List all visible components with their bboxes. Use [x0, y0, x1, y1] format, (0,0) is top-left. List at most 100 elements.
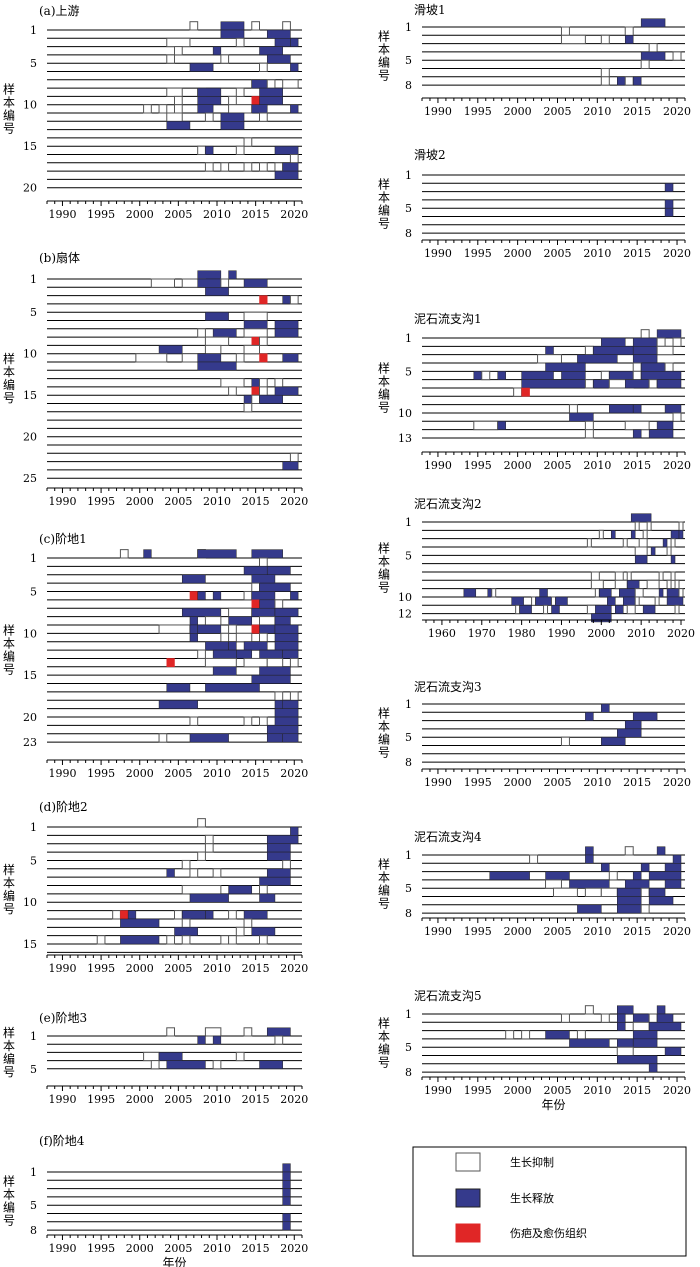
suppression-mark	[543, 604, 549, 615]
y-tick-label: 8	[30, 1224, 37, 1237]
release-mark	[656, 1013, 674, 1023]
release-mark	[624, 379, 650, 389]
y-axis-title: 样本编号	[378, 360, 390, 414]
suppression-mark	[235, 1051, 245, 1062]
suppression-mark	[656, 337, 666, 347]
suppression-mark	[584, 345, 594, 356]
suppression-mark	[174, 95, 183, 106]
suppression-mark	[235, 87, 245, 97]
release-mark	[664, 863, 682, 872]
release-mark	[487, 588, 492, 598]
suppression-mark	[624, 76, 634, 86]
suppression-mark	[289, 154, 299, 164]
y-axis-title: 样本编号	[3, 1174, 15, 1228]
release-mark	[609, 404, 634, 414]
release-mark	[624, 879, 650, 889]
y-tick-label: 1	[405, 332, 412, 345]
release-mark	[197, 1035, 206, 1045]
suppression-mark	[220, 278, 230, 288]
release-mark	[266, 1027, 291, 1037]
suppression-mark	[259, 632, 268, 643]
suppression-mark	[243, 716, 253, 726]
legend-label-injury: 伤疤及愈伤组织	[510, 1226, 587, 1240]
suppression-mark	[584, 429, 594, 439]
suppression-mark	[666, 579, 672, 590]
release-mark	[569, 879, 610, 889]
x-tick-label: 1990	[48, 962, 76, 975]
y-tick-label: 1	[30, 1166, 37, 1179]
suppression-mark	[626, 604, 636, 615]
y-tick-label: 8	[405, 227, 412, 240]
release-mark	[624, 720, 642, 730]
y-tick-label: 5	[30, 854, 37, 867]
release-mark	[189, 624, 198, 634]
release-mark	[189, 733, 229, 743]
suppression-mark	[656, 345, 674, 356]
suppression-mark	[648, 1013, 658, 1023]
release-mark	[601, 863, 610, 872]
x-tick-label: 2000	[587, 627, 615, 640]
suppression-mark	[634, 546, 648, 556]
x-tick-label: 2015	[242, 208, 270, 221]
release-mark	[243, 566, 268, 575]
suppression-mark	[640, 887, 650, 898]
release-mark	[181, 910, 206, 920]
suppression-mark	[212, 1060, 222, 1070]
suppression-mark	[189, 868, 199, 878]
release-mark	[266, 725, 299, 735]
y-axis-title: 样本编号	[378, 1016, 390, 1070]
y-tick-label: 1	[405, 1008, 412, 1021]
suppression-mark	[189, 21, 199, 31]
release-mark	[511, 596, 524, 606]
panel-e: (e)阶地3 样本编号 1 5 1990 1995 2000 2005 2010 2015 2020	[3, 1011, 308, 1106]
release-mark	[473, 371, 483, 380]
release-mark	[519, 605, 532, 614]
suppression-mark	[166, 935, 175, 945]
release-mark	[545, 362, 586, 372]
suppression-mark	[228, 95, 237, 106]
injury-mark	[189, 591, 198, 601]
release-mark	[545, 1030, 570, 1040]
suppression-mark	[624, 420, 650, 431]
suppression-mark	[634, 588, 644, 598]
panel-k: 泥石流支沟3 样本编号 1 5 8 1990 1995 2000 2005 2010 2015 202…	[378, 680, 691, 789]
x-axis-title: 年份	[541, 1098, 565, 1112]
y-tick-label: 8	[405, 756, 412, 769]
x-tick-label: 1990	[48, 1093, 76, 1106]
suppression-mark	[96, 935, 106, 945]
release-mark	[664, 199, 674, 209]
suppression-mark	[197, 818, 206, 828]
release-mark	[607, 596, 616, 606]
legend-swatch-injury	[455, 1223, 481, 1243]
suppression-mark	[235, 926, 245, 937]
x-tick-label: 1995	[87, 1093, 115, 1106]
suppression-mark	[166, 54, 175, 64]
release-mark	[632, 712, 658, 721]
release-mark	[640, 51, 666, 61]
suppression-mark	[674, 604, 680, 615]
release-mark	[282, 1213, 291, 1223]
y-axis-title: 样本编号	[3, 862, 15, 916]
release-mark	[632, 1038, 658, 1048]
suppression-mark	[197, 649, 206, 659]
release-mark	[497, 371, 506, 380]
suppression-mark	[521, 1030, 531, 1040]
suppression-mark	[481, 370, 491, 381]
suppression-mark	[678, 521, 684, 531]
suppression-mark	[150, 1060, 160, 1070]
suppression-mark	[672, 412, 682, 422]
release-mark	[640, 863, 650, 872]
release-mark	[197, 278, 222, 288]
suppression-mark	[243, 328, 268, 338]
release-mark	[274, 320, 299, 330]
suppression-mark	[274, 378, 284, 388]
y-tick-label: 5	[405, 202, 412, 215]
suppression-mark	[616, 1046, 634, 1056]
x-tick-label: 2010	[583, 105, 611, 118]
suppression-mark	[158, 733, 168, 743]
suppression-mark	[648, 379, 658, 389]
release-mark	[181, 607, 222, 617]
x-tick-label: 2005	[543, 247, 571, 260]
y-tick-label: 5	[30, 585, 37, 598]
